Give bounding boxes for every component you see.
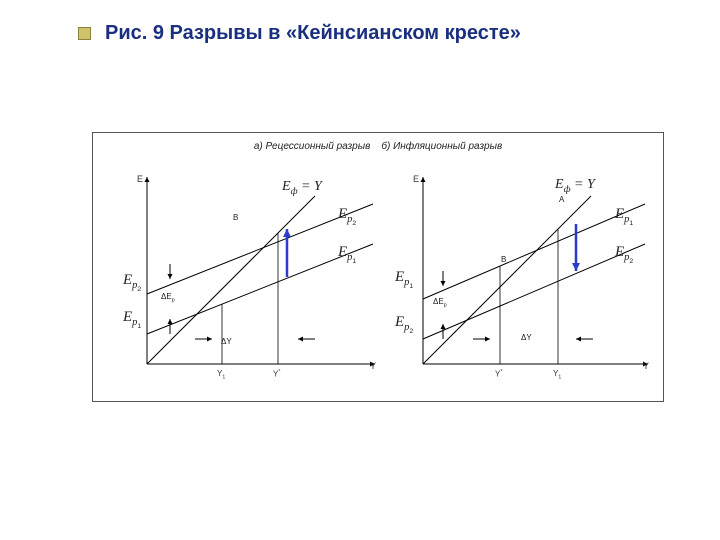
point-b-a: B xyxy=(233,213,238,222)
ep2-b: Ep2 xyxy=(615,244,633,265)
panel-recessionary: E Y Y1 Y* Eф = Y Ep1 Ep2 Ep1 Ep2 B ΔEp Δ… xyxy=(115,169,385,384)
chart-b xyxy=(393,169,655,384)
diagram-frame: а) Рецессионный разрыв б) Инфляционный р… xyxy=(92,132,664,402)
dep-b: ΔEp xyxy=(433,297,447,309)
subtitle-row: а) Рецессионный разрыв б) Инфляционный р… xyxy=(93,141,663,152)
ep1-left-a: Ep1 xyxy=(123,309,141,330)
point-a-b: A xyxy=(559,195,564,204)
ep1-b: Ep1 xyxy=(615,206,633,227)
slide-title: Рис. 9 Разрывы в «Кейнсианском кресте» xyxy=(105,22,521,45)
ep2-left-a: Ep2 xyxy=(123,272,141,293)
dep-a: ΔEp xyxy=(161,292,175,304)
ystar-b: Y* xyxy=(495,369,502,379)
ep1-a: Ep1 xyxy=(338,244,356,265)
y1-b: Y1 xyxy=(553,369,561,381)
panel-inflationary: E Y Y* Y1 Eф = Y Ep1 Ep2 Ep1 Ep2 A B ΔEp… xyxy=(393,169,655,384)
y1-a: Y1 xyxy=(217,369,225,381)
axis-y-b: Y xyxy=(643,361,649,371)
ystar-a: Y* xyxy=(273,369,280,379)
dy-b: ΔY xyxy=(521,333,532,342)
bullet-icon xyxy=(78,27,91,40)
ep2-left-b: Ep2 xyxy=(395,314,413,335)
slide-title-row: Рис. 9 Разрывы в «Кейнсианском кресте» xyxy=(78,22,521,45)
chart-a xyxy=(115,169,385,384)
subtitle-a: а) Рецессионный разрыв xyxy=(254,141,370,152)
axis-e-b: E xyxy=(413,174,419,184)
ep2-a: Ep2 xyxy=(338,206,356,227)
axis-y-a: Y xyxy=(370,361,376,371)
subtitle-b: б) Инфляционный разрыв xyxy=(381,141,502,152)
ep1-left-b: Ep1 xyxy=(395,269,413,290)
ef-eq-b: Eф = Y xyxy=(555,177,595,195)
dy-a: ΔY xyxy=(221,337,232,346)
point-b-b: B xyxy=(501,255,506,264)
axis-e-a: E xyxy=(137,174,143,184)
ef-eq-a: Eф = Y xyxy=(282,179,322,197)
